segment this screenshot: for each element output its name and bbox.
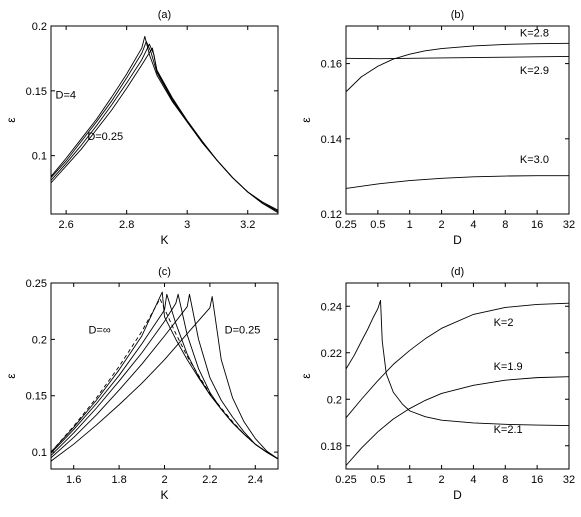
annotation-b-1: K=2.8 — [520, 28, 549, 40]
series-line-b-1 — [346, 42, 569, 93]
annotation-d-1: K=2 — [494, 317, 514, 329]
x-tick-label-d: 4 — [470, 474, 476, 486]
panel-title-a: (a) — [158, 9, 171, 21]
series-line-a-1 — [51, 35, 278, 211]
x-tick-label-c: 2 — [161, 474, 167, 486]
plot-frame-b — [345, 25, 570, 215]
y-tick-label-d: 0.24 — [321, 301, 342, 313]
y-axis-label-c: ε — [4, 373, 18, 379]
y-tick-label-b: 0.12 — [321, 209, 342, 221]
y-tick-label-d: 0.2 — [327, 394, 342, 406]
y-tick-label-a: 0.2 — [32, 21, 47, 33]
annotation-c-1: D=∞ — [88, 325, 110, 337]
plot-frame-d — [345, 282, 570, 470]
series-line-a-4 — [51, 47, 278, 214]
series-line-d-2 — [346, 302, 569, 419]
annotation-b-2: K=2.9 — [520, 65, 549, 77]
series-group-d — [346, 299, 569, 466]
x-tick-label-d: 16 — [531, 474, 543, 486]
series-line-d-1 — [346, 299, 569, 426]
series-line-c-6 — [51, 296, 278, 462]
x-axis-label-a: K — [160, 233, 168, 247]
x-tick-label-c: 1.8 — [111, 474, 126, 486]
annotation-b-3: K=3.0 — [520, 154, 549, 166]
plot-frame-c — [50, 282, 279, 470]
x-tick-label-b: 32 — [563, 219, 575, 231]
series-line-b-2 — [346, 56, 569, 60]
panel-d: 0.25 0.5 1 2 4 8 16 32 0.18 0.2 0.22 0.24 (d) Dε K=2 K=… — [299, 266, 575, 502]
y-tick-label-d: 0.22 — [321, 348, 342, 360]
x-tick-label-b: 0.5 — [370, 219, 385, 231]
y-tick-label-a: 0.15 — [26, 86, 47, 98]
x-tick-label-a: 3.2 — [240, 219, 255, 231]
series-line-d-3 — [346, 376, 569, 466]
x-tick-label-a: 2.6 — [58, 219, 73, 231]
x-tick-label-d: 8 — [502, 474, 508, 486]
y-tick-label-c: 0.1 — [32, 447, 47, 459]
x-tick-label-c: 2.4 — [248, 474, 263, 486]
y-tick-label-b: 0.14 — [321, 134, 342, 146]
annotation-a-2: D=0.25 — [87, 131, 123, 143]
panel-title-b: (b) — [451, 9, 464, 21]
y-tick-label-b: 0.16 — [321, 59, 342, 71]
series-group-a — [51, 35, 278, 214]
x-tick-label-d: 0.5 — [370, 474, 385, 486]
x-tick-label-c: 1.6 — [66, 474, 81, 486]
y-tick-label-c: 0.2 — [32, 334, 47, 346]
x-tick-label-d: 32 — [563, 474, 575, 486]
x-tick-label-b: 0.25 — [335, 219, 356, 231]
panel-title-c: (c) — [158, 266, 171, 278]
x-tick-label-d: 2 — [439, 474, 445, 486]
series-line-b-3 — [346, 175, 569, 189]
series-line-c-4 — [51, 293, 278, 460]
x-tick-label-b: 16 — [531, 219, 543, 231]
x-tick-label-d: 0.25 — [335, 474, 356, 486]
x-tick-label-b: 4 — [470, 219, 476, 231]
panel-a: 2.6 2.8 3 3.2 0.1 0.15 0.2 (a) Kε D=4 D=0.25 — [4, 9, 279, 247]
y-axis-label-d: ε — [299, 373, 313, 379]
x-tick-label-b: 8 — [502, 219, 508, 231]
series-line-a-3 — [51, 43, 278, 212]
series-line-c-5 — [51, 293, 278, 460]
y-tick-label-a: 0.1 — [32, 151, 47, 163]
x-axis-label-c: K — [160, 488, 168, 502]
plot-frame-a — [50, 25, 279, 215]
panel-title-d: (d) — [451, 266, 464, 278]
y-tick-label-d: 0.18 — [321, 441, 342, 453]
x-axis-label-d: D — [453, 488, 462, 502]
panel-b: 0.25 0.5 1 2 4 8 16 32 0.12 0.14 0.16 (b) Dε K=2.8 K=2… — [299, 9, 575, 247]
x-tick-label-a: 3 — [184, 219, 190, 231]
y-tick-label-c: 0.15 — [26, 391, 47, 403]
series-group-b — [346, 42, 569, 189]
y-axis-label-b: ε — [299, 117, 313, 123]
x-tick-label-b: 1 — [407, 219, 413, 231]
series-line-a-2 — [51, 41, 278, 212]
x-tick-label-d: 1 — [407, 474, 413, 486]
annotation-a-1: D=4 — [56, 90, 77, 102]
annotation-c-2: D=0.25 — [225, 325, 261, 337]
series-group-c — [51, 291, 278, 462]
y-axis-label-a: ε — [4, 117, 18, 123]
y-tick-label-c: 0.25 — [26, 278, 47, 290]
x-tick-label-a: 2.8 — [119, 219, 134, 231]
annotation-d-3: K=2.1 — [494, 424, 523, 436]
x-axis-label-b: D — [453, 233, 462, 247]
x-tick-label-b: 2 — [439, 219, 445, 231]
annotation-d-2: K=1.9 — [494, 361, 523, 373]
x-tick-label-c: 2.2 — [202, 474, 217, 486]
panel-c: 1.6 1.8 2 2.2 2.4 0.1 0.15 0.2 0.25 (c) Kε D=∞ D=0.2… — [4, 266, 279, 502]
